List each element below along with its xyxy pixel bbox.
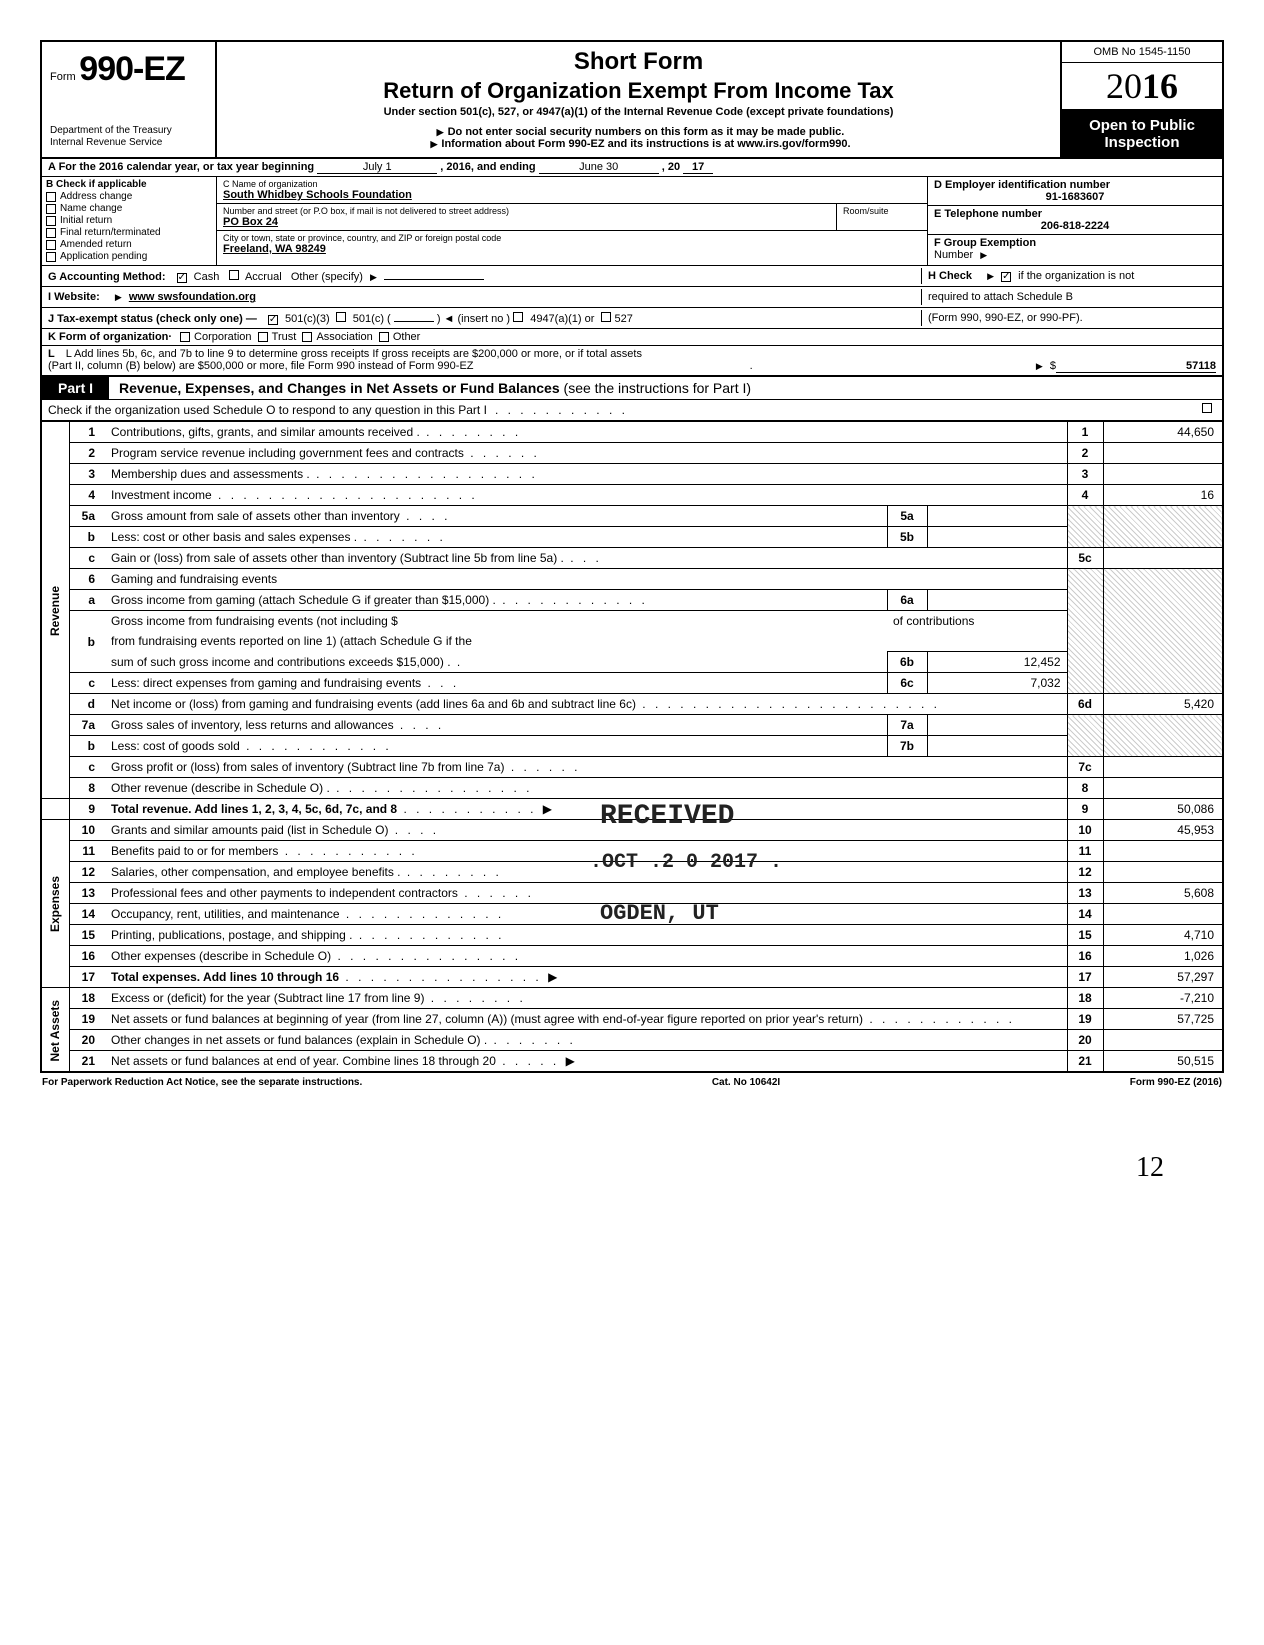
org-city[interactable]: Freeland, WA 98249	[223, 243, 921, 255]
chk-app-pending[interactable]: Application pending	[46, 251, 212, 262]
chk-address-change[interactable]: Address change	[46, 191, 212, 202]
col-de: D Employer identification number 91-1683…	[927, 177, 1222, 265]
col-c: C Name of organization South Whidbey Sch…	[217, 177, 927, 265]
ssn-warning: Do not enter social security numbers on …	[227, 126, 1050, 138]
chk-sched-b[interactable]	[1001, 272, 1011, 282]
info-line: Information about Form 990-EZ and its in…	[227, 138, 1050, 150]
line7a-amt[interactable]	[927, 715, 1067, 736]
org-street[interactable]: PO Box 24	[223, 216, 830, 228]
row-g: G Accounting Method: Cash Accrual Other …	[40, 266, 1224, 287]
row-l: L L Add lines 5b, 6c, and 7b to line 9 t…	[40, 346, 1224, 377]
line12-amt[interactable]	[1103, 862, 1223, 883]
tax-year-end-yy[interactable]: 17	[683, 161, 713, 174]
page-number: 12	[40, 1152, 1224, 1184]
line20-amt[interactable]	[1103, 1030, 1223, 1051]
chk-527[interactable]	[601, 312, 611, 322]
footer-left: For Paperwork Reduction Act Notice, see …	[42, 1077, 362, 1088]
line19-amt[interactable]: 57,725	[1103, 1009, 1223, 1030]
line18-amt[interactable]: -7,210	[1103, 988, 1223, 1009]
line2-amt[interactable]	[1103, 443, 1223, 464]
footer-right: Form 990-EZ (2016)	[1130, 1077, 1222, 1088]
row-j: J Tax-exempt status (check only one) — 5…	[40, 308, 1224, 329]
sidecat-expenses: Expenses	[41, 820, 69, 988]
line5c-amt[interactable]	[1103, 548, 1223, 569]
chk-schedule-o[interactable]	[1202, 403, 1212, 413]
chk-final-return[interactable]: Final return/terminated	[46, 227, 212, 238]
line9-amt[interactable]: 50,086	[1103, 799, 1223, 820]
open-to-public: Open to Public Inspection	[1062, 111, 1222, 157]
line6d-amt[interactable]: 5,420	[1103, 694, 1223, 715]
line10-amt[interactable]: 45,953	[1103, 820, 1223, 841]
gross-receipts[interactable]: 57118	[1056, 360, 1216, 373]
form-number: 990-EZ	[79, 50, 185, 88]
website[interactable]: www swsfoundation.org	[129, 291, 256, 303]
form-990ez: Form 990-EZ Department of the Treasury I…	[40, 40, 1224, 1184]
chk-501c3[interactable]	[268, 315, 278, 325]
line4-amt[interactable]: 16	[1103, 485, 1223, 506]
line6b-amt[interactable]: 12,452	[927, 652, 1067, 673]
short-form-title: Short Form	[227, 48, 1050, 76]
omb-number: OMB No 1545-1150	[1062, 42, 1222, 63]
ein[interactable]: 91-1683607	[934, 191, 1216, 203]
tax-year-begin[interactable]: July 1	[317, 161, 437, 174]
line7c-amt[interactable]	[1103, 757, 1223, 778]
part1-table: Revenue 1 Contributions, gifts, grants, …	[40, 421, 1224, 1073]
line13-amt[interactable]: 5,608	[1103, 883, 1223, 904]
org-name[interactable]: South Whidbey Schools Foundation	[223, 189, 921, 201]
header-center: Short Form Return of Organization Exempt…	[217, 42, 1062, 157]
line1-amt[interactable]: 44,650	[1103, 422, 1223, 443]
footer: For Paperwork Reduction Act Notice, see …	[40, 1073, 1224, 1092]
line15-amt[interactable]: 4,710	[1103, 925, 1223, 946]
telephone[interactable]: 206-818-2224	[934, 220, 1216, 232]
line14-amt[interactable]	[1103, 904, 1223, 925]
line6c-amt[interactable]: 7,032	[927, 673, 1067, 694]
line5b-amt[interactable]	[927, 527, 1067, 548]
line16-amt[interactable]: 1,026	[1103, 946, 1223, 967]
line17-amt[interactable]: 57,297	[1103, 967, 1223, 988]
chk-other[interactable]	[379, 332, 389, 342]
chk-4947[interactable]	[513, 312, 523, 322]
line21-amt[interactable]: 50,515	[1103, 1051, 1223, 1073]
header-right: OMB No 1545-1150 2016 Open to Public Ins…	[1062, 42, 1222, 157]
return-title: Return of Organization Exempt From Incom…	[227, 78, 1050, 104]
line7b-amt[interactable]	[927, 736, 1067, 757]
line-a: A For the 2016 calendar year, or tax yea…	[40, 159, 1224, 177]
block-bcdef: B Check if applicable Address change Nam…	[40, 177, 1224, 266]
chk-accrual[interactable]	[229, 270, 239, 280]
chk-amended[interactable]: Amended return	[46, 239, 212, 250]
form-prefix: Form	[50, 71, 76, 83]
chk-name-change[interactable]: Name change	[46, 203, 212, 214]
chk-501c[interactable]	[336, 312, 346, 322]
tax-year: 2016	[1062, 63, 1222, 111]
chk-corp[interactable]	[180, 332, 190, 342]
line11-amt[interactable]	[1103, 841, 1223, 862]
chk-trust[interactable]	[258, 332, 268, 342]
chk-cash[interactable]	[177, 273, 187, 283]
line8-amt[interactable]	[1103, 778, 1223, 799]
line5a-amt[interactable]	[927, 506, 1067, 527]
chk-assoc[interactable]	[302, 332, 312, 342]
under-section: Under section 501(c), 527, or 4947(a)(1)…	[227, 106, 1050, 118]
chk-initial-return[interactable]: Initial return	[46, 215, 212, 226]
tax-year-end[interactable]: June 30	[539, 161, 659, 174]
part1-header: Part I Revenue, Expenses, and Changes in…	[40, 377, 1224, 400]
footer-cat: Cat. No 10642I	[712, 1077, 780, 1088]
form-header: Form 990-EZ Department of the Treasury I…	[40, 40, 1224, 159]
line3-amt[interactable]	[1103, 464, 1223, 485]
line6a-amt[interactable]	[927, 590, 1067, 611]
row-k: K Form of organization· Corporation Trus…	[40, 329, 1224, 346]
header-left: Form 990-EZ Department of the Treasury I…	[42, 42, 217, 157]
sidecat-netassets: Net Assets	[41, 988, 69, 1073]
schedule-o-check: Check if the organization used Schedule …	[40, 400, 1224, 421]
col-b: B Check if applicable Address change Nam…	[42, 177, 217, 265]
sidecat-revenue: Revenue	[41, 422, 69, 799]
row-i: I Website: www swsfoundation.org require…	[40, 287, 1224, 308]
dept-text: Department of the Treasury Internal Reve…	[50, 125, 207, 149]
